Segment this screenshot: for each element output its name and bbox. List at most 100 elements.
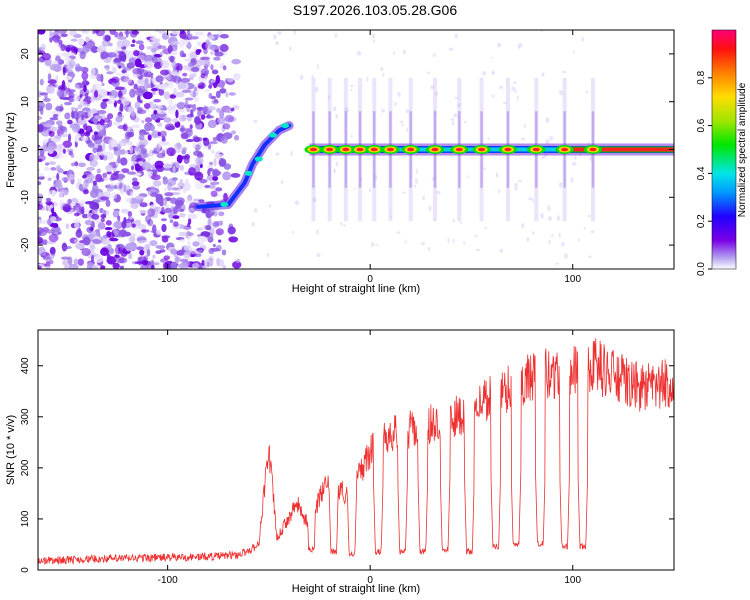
noise-blob <box>81 114 85 121</box>
noise-blob <box>194 86 198 92</box>
noise-blob <box>92 239 102 245</box>
faint-speck <box>253 119 258 124</box>
noise-blob <box>73 93 80 103</box>
noise-blob <box>165 81 175 89</box>
noise-blob <box>133 49 140 57</box>
noise-blob <box>169 219 174 224</box>
ridge-hotspot-core <box>455 147 463 152</box>
noise-blob <box>130 161 138 165</box>
noise-blob <box>214 153 224 159</box>
noise-blob <box>118 65 122 69</box>
noise-blob <box>191 263 200 268</box>
noise-blob <box>175 91 185 98</box>
noise-blob <box>126 62 135 69</box>
noise-blob <box>200 73 206 79</box>
noise-blob <box>200 242 204 247</box>
noise-blob <box>132 184 141 190</box>
noise-blob <box>150 87 158 92</box>
noise-blob <box>39 148 45 157</box>
noise-blob <box>197 235 208 243</box>
faint-speck <box>450 118 455 121</box>
noise-blob <box>38 101 46 110</box>
noise-blob <box>55 184 64 190</box>
ridge-hotspot-core <box>504 147 512 152</box>
noise-blob <box>176 65 180 73</box>
top-y-tick-label: -20 <box>20 237 31 252</box>
noise-blob <box>106 52 117 58</box>
noise-blob <box>80 209 85 215</box>
noise-blob <box>166 105 176 111</box>
faint-speck <box>316 252 321 257</box>
noise-blob <box>180 77 191 83</box>
top-x-axis-label: Height of straight line (km) <box>292 283 420 295</box>
noise-blob <box>55 144 65 153</box>
noise-blob <box>214 51 224 57</box>
faint-speck <box>380 66 384 72</box>
noise-blob <box>68 92 75 99</box>
noise-blob <box>52 114 59 118</box>
noise-blob <box>82 189 89 195</box>
noise-blob <box>136 95 141 103</box>
faint-speck <box>547 216 553 221</box>
noise-blob <box>100 45 106 50</box>
noise-blob <box>159 130 167 138</box>
noise-blob <box>67 256 73 266</box>
noise-blob <box>178 231 188 237</box>
noise-blob <box>192 241 200 247</box>
noise-blob <box>154 62 158 68</box>
faint-speck <box>448 47 454 51</box>
noise-blob <box>131 223 136 228</box>
faint-speck <box>528 197 533 201</box>
noise-blob <box>81 135 89 142</box>
faint-speck <box>518 42 523 48</box>
noise-blob <box>117 155 121 164</box>
noise-blob <box>108 95 116 104</box>
noise-blob <box>174 121 181 128</box>
streak-hotspot <box>220 201 229 207</box>
noise-blob <box>131 124 141 129</box>
faint-speck <box>334 33 338 38</box>
faint-speck <box>496 42 502 48</box>
streak-hotspot <box>268 132 277 138</box>
noise-blob <box>172 206 179 215</box>
noise-blob <box>200 114 206 120</box>
faint-speck <box>371 33 376 39</box>
faint-speck <box>541 155 545 160</box>
noise-blob <box>227 226 236 235</box>
noise-blob <box>208 84 213 89</box>
faint-speck <box>251 221 255 227</box>
noise-blob <box>129 88 136 98</box>
noise-blob <box>183 156 190 164</box>
noise-blob <box>123 77 132 84</box>
faint-speck <box>433 218 436 221</box>
noise-blob <box>81 247 91 257</box>
noise-blob <box>68 89 76 93</box>
noise-blob <box>207 35 215 40</box>
faint-speck <box>405 108 409 114</box>
noise-blob <box>44 266 52 269</box>
faint-speck <box>463 120 467 124</box>
noise-blob <box>75 244 86 249</box>
noise-blob <box>234 134 240 141</box>
noise-blob <box>61 80 66 89</box>
noise-blob <box>89 227 94 232</box>
noise-blob <box>38 30 46 35</box>
faint-speck <box>277 31 282 36</box>
noise-blob <box>230 130 237 135</box>
bottom-y-tick-label: 400 <box>20 357 31 374</box>
ridge-hotspot-core <box>309 147 317 152</box>
faint-speck <box>512 81 517 85</box>
noise-blob <box>104 176 109 181</box>
noise-blob <box>219 88 227 94</box>
noise-blob <box>218 158 227 167</box>
noise-blob <box>50 167 57 171</box>
noise-blob <box>61 176 71 182</box>
noise-blob <box>100 265 106 269</box>
streak-hotspot <box>244 170 253 176</box>
faint-speck <box>484 226 487 230</box>
noise-blob <box>150 192 158 198</box>
noise-blob <box>89 189 99 199</box>
noise-blob <box>52 34 60 43</box>
faint-speck <box>327 95 330 100</box>
noise-blob <box>105 164 113 173</box>
